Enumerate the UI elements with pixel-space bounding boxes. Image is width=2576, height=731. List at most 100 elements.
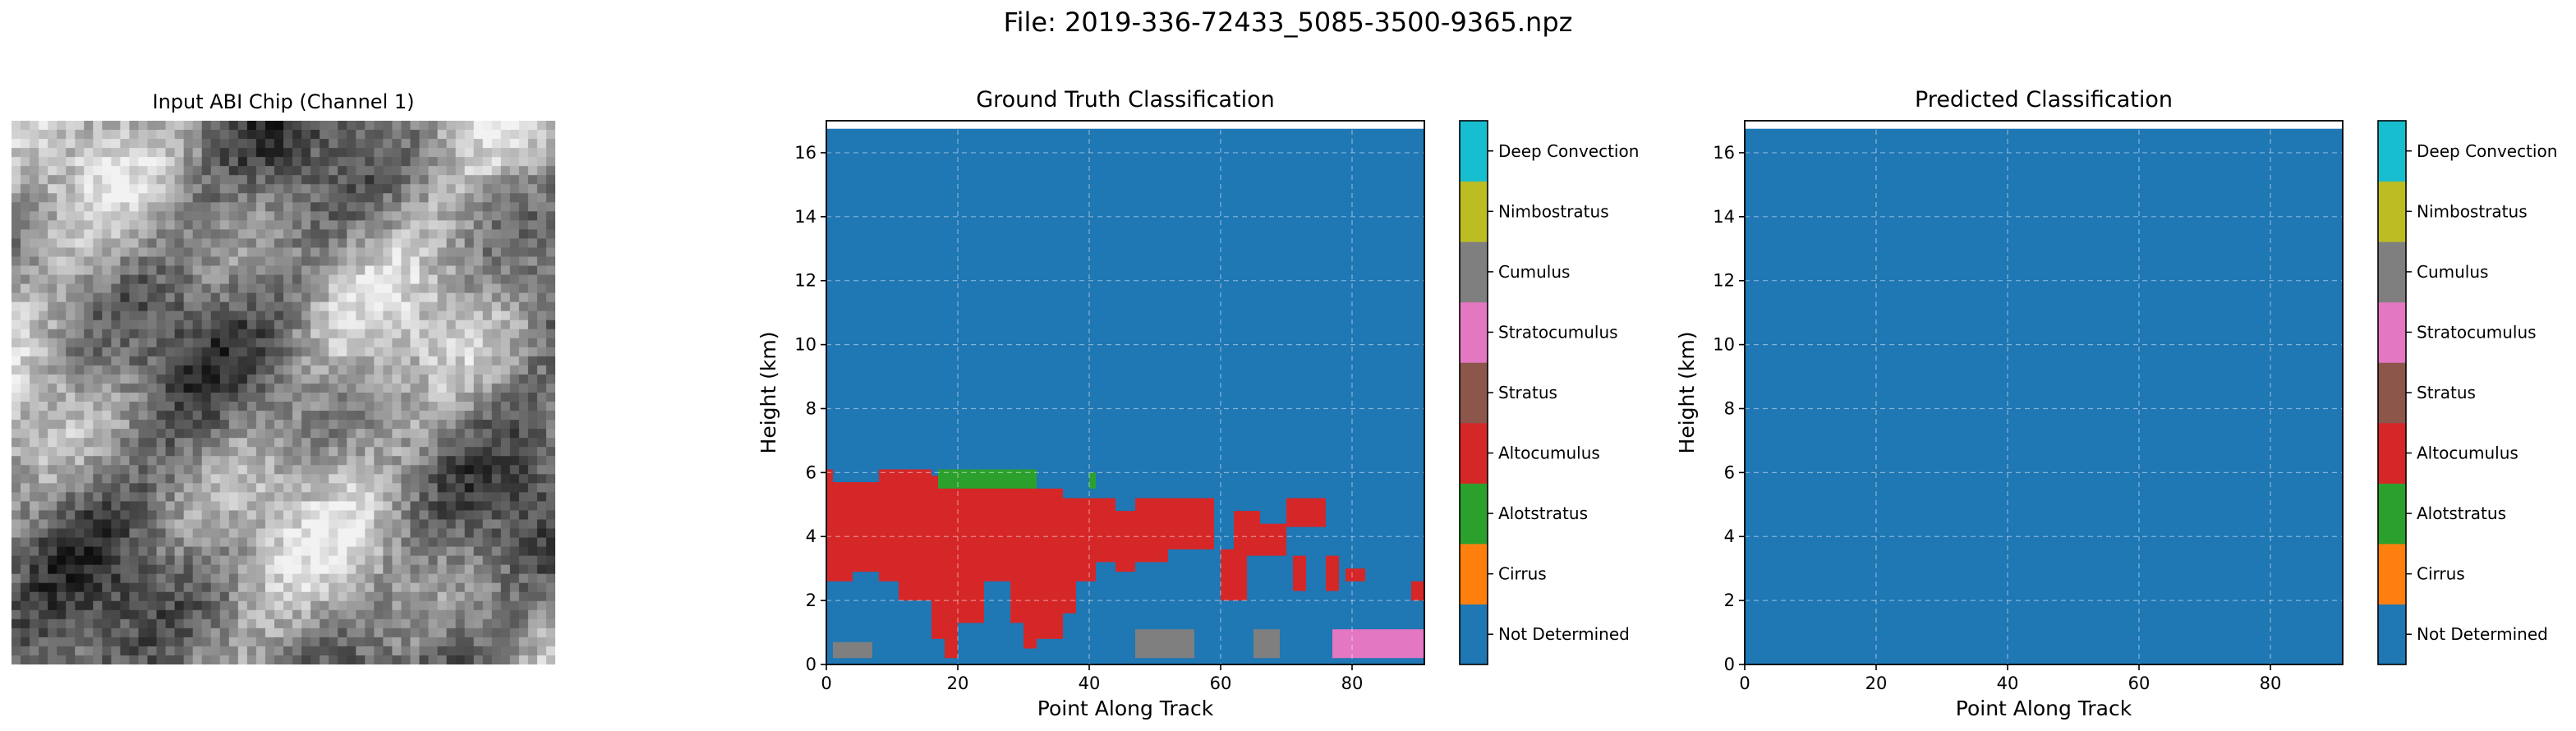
chip-pixel [255,600,266,611]
chip-pixel [21,447,30,457]
chip-pixel [264,510,275,521]
chip-pixel [111,211,121,221]
chip-pixel [320,121,329,131]
chip-pixel [246,609,257,620]
chip-pixel [129,329,140,339]
chip-pixel [21,310,30,321]
chip-pixel [120,646,131,656]
chip-pixel [102,193,112,203]
chip-pixel [292,130,302,140]
chip-pixel [320,148,329,158]
chip-pixel [545,519,555,530]
chip-pixel [320,655,329,664]
chip-pixel [48,447,58,457]
chip-pixel [437,546,448,557]
chip-pixel [338,320,347,330]
chip-pixel [392,537,402,548]
chip-pixel [228,383,239,393]
chip-pixel [482,519,493,530]
chip-pixel [320,184,329,194]
chip-pixel [392,283,402,294]
chip-pixel [264,175,275,185]
chip-pixel [491,256,502,267]
chip-pixel [419,211,430,221]
chip-pixel [283,365,293,375]
chip-pixel [473,582,484,593]
chip-pixel [102,402,112,411]
chip-pixel [410,510,421,521]
chip-pixel [545,447,555,457]
chip-pixel [111,492,121,502]
chip-pixel [356,628,366,638]
chip-pixel [329,292,338,303]
chip-pixel [39,618,48,629]
chip-pixel [39,510,48,521]
chip-pixel [392,465,402,475]
chip-pixel [374,148,384,158]
chip-pixel [401,456,412,466]
chip-pixel [39,211,48,221]
chip-pixel [75,247,85,258]
chip-pixel [228,148,239,158]
chip-pixel [129,383,140,393]
chip-pixel [111,184,121,194]
chip-pixel [192,193,203,203]
chip-pixel [437,301,448,312]
chip-pixel [301,618,311,629]
chip-pixel [165,637,176,647]
chip-pixel [509,320,520,330]
chip-pixel [66,338,76,348]
chip-pixel [374,310,384,321]
chip-pixel [30,338,39,348]
chip-pixel [201,320,212,330]
chip-pixel [437,465,448,475]
chip-pixel [246,465,257,475]
chip-pixel [338,600,347,611]
chip-pixel [473,265,484,276]
chip-pixel [129,148,140,158]
chip-pixel [255,220,266,230]
chip-pixel [66,483,76,493]
chip-pixel [356,591,366,602]
chip-pixel [138,229,149,240]
chip-pixel [129,537,140,548]
chip-pixel [12,474,21,484]
chip-pixel [320,320,329,330]
chip-pixel [129,501,140,512]
chip-pixel [482,301,493,312]
chip-pixel [255,411,266,421]
chip-pixel [237,537,248,548]
chip-pixel [509,338,520,348]
chip-pixel [473,546,484,557]
chip-pixel [338,238,347,249]
chip-pixel [93,175,103,185]
chip-pixel [183,555,194,566]
chip-pixel [283,564,293,575]
chip-pixel [392,646,402,656]
chip-pixel [473,338,484,348]
chip-pixel [356,356,366,366]
chip-pixel [320,528,329,539]
chip-pixel [491,139,502,149]
chip-pixel [264,139,275,149]
chip-pixel [219,519,230,530]
chip-pixel [57,265,67,276]
chip-pixel [545,211,555,221]
chip-pixel [419,628,430,638]
chip-pixel [39,320,48,330]
chip-pixel [491,283,502,294]
chip-pixel [473,157,484,167]
chip-pixel [283,447,293,457]
chip-pixel [473,646,484,656]
chip-pixel [138,519,149,530]
chip-pixel [274,465,284,475]
chip-pixel [301,420,311,430]
chip-pixel [228,474,239,484]
chip-pixel [320,465,329,475]
chip-pixel [274,202,284,212]
chip-pixel [120,492,131,502]
chip-pixel [536,121,547,131]
chip-pixel [39,383,48,393]
chip-pixel [111,229,121,240]
